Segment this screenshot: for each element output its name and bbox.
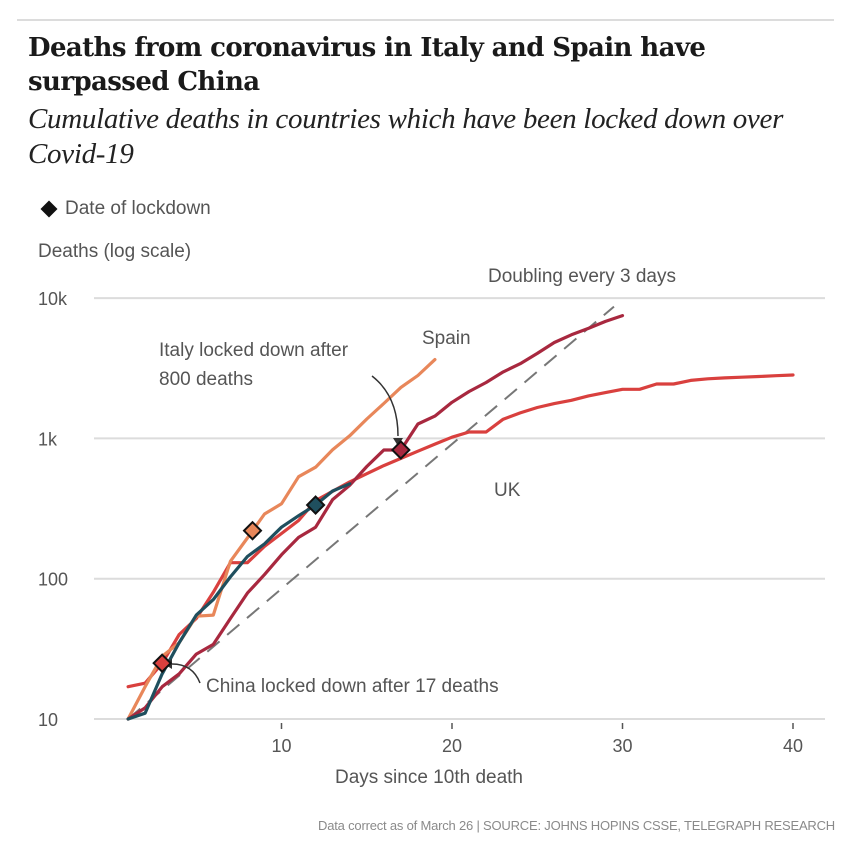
uk-label: UK (494, 480, 521, 501)
italy-arrow (371, 375, 399, 437)
italy-arrowhead-icon (393, 438, 403, 446)
gridlines (94, 297, 825, 720)
y-tick-label: 10 (38, 710, 58, 730)
top-divider (17, 19, 834, 21)
series-line-china (126, 373, 795, 689)
series-line-italy (126, 314, 625, 721)
chart-title: Deaths from coronavirus in Italy and Spa… (28, 33, 706, 97)
x-tick-label: 20 (442, 736, 462, 756)
lockdown-marker-china (152, 653, 173, 674)
series-line-spain (126, 358, 437, 721)
lockdown-marker-uk (305, 495, 326, 515)
x-tick-label: 10 (271, 736, 291, 756)
lockdown-markers (152, 440, 411, 674)
doubling-label: Doubling every 3 days (488, 266, 676, 287)
doubling-reference-line (127, 305, 615, 720)
footer-source: Data correct as of March 26 | SOURCE: JO… (318, 818, 835, 833)
x-axis: 10 20 30 40 (271, 723, 803, 756)
reference-line-group (127, 305, 615, 720)
italy-annotation-line-2: 800 deaths (159, 369, 253, 390)
italy-annotation-line-1: Italy locked down after (159, 340, 349, 361)
x-tick-label: 40 (783, 736, 803, 756)
x-tick-label: 30 (612, 736, 632, 756)
chart-subtitle: Cumulative deaths in countries which hav… (28, 103, 784, 170)
y-axis: 10 100 1k 10k (38, 289, 68, 730)
lockdown-marker-spain (242, 520, 263, 541)
annotations: Doubling every 3 days Spain UK Italy locked… (159, 266, 676, 697)
lockdown-marker-italy (390, 440, 411, 460)
legend: Date of lockdown (40, 198, 211, 220)
y-tick-label: 1k (38, 429, 58, 449)
legend-label: Date of lockdown (65, 198, 211, 219)
y-tick-label: 100 (38, 570, 68, 590)
china-annotation: China locked down after 17 deaths (206, 676, 499, 697)
spain-label: Spain (422, 328, 471, 349)
china-arrow (171, 663, 201, 684)
y-axis-title: Deaths (log scale) (38, 241, 192, 262)
y-tick-label: 10k (38, 289, 68, 309)
x-axis-title: Days since 10th death (335, 767, 523, 788)
